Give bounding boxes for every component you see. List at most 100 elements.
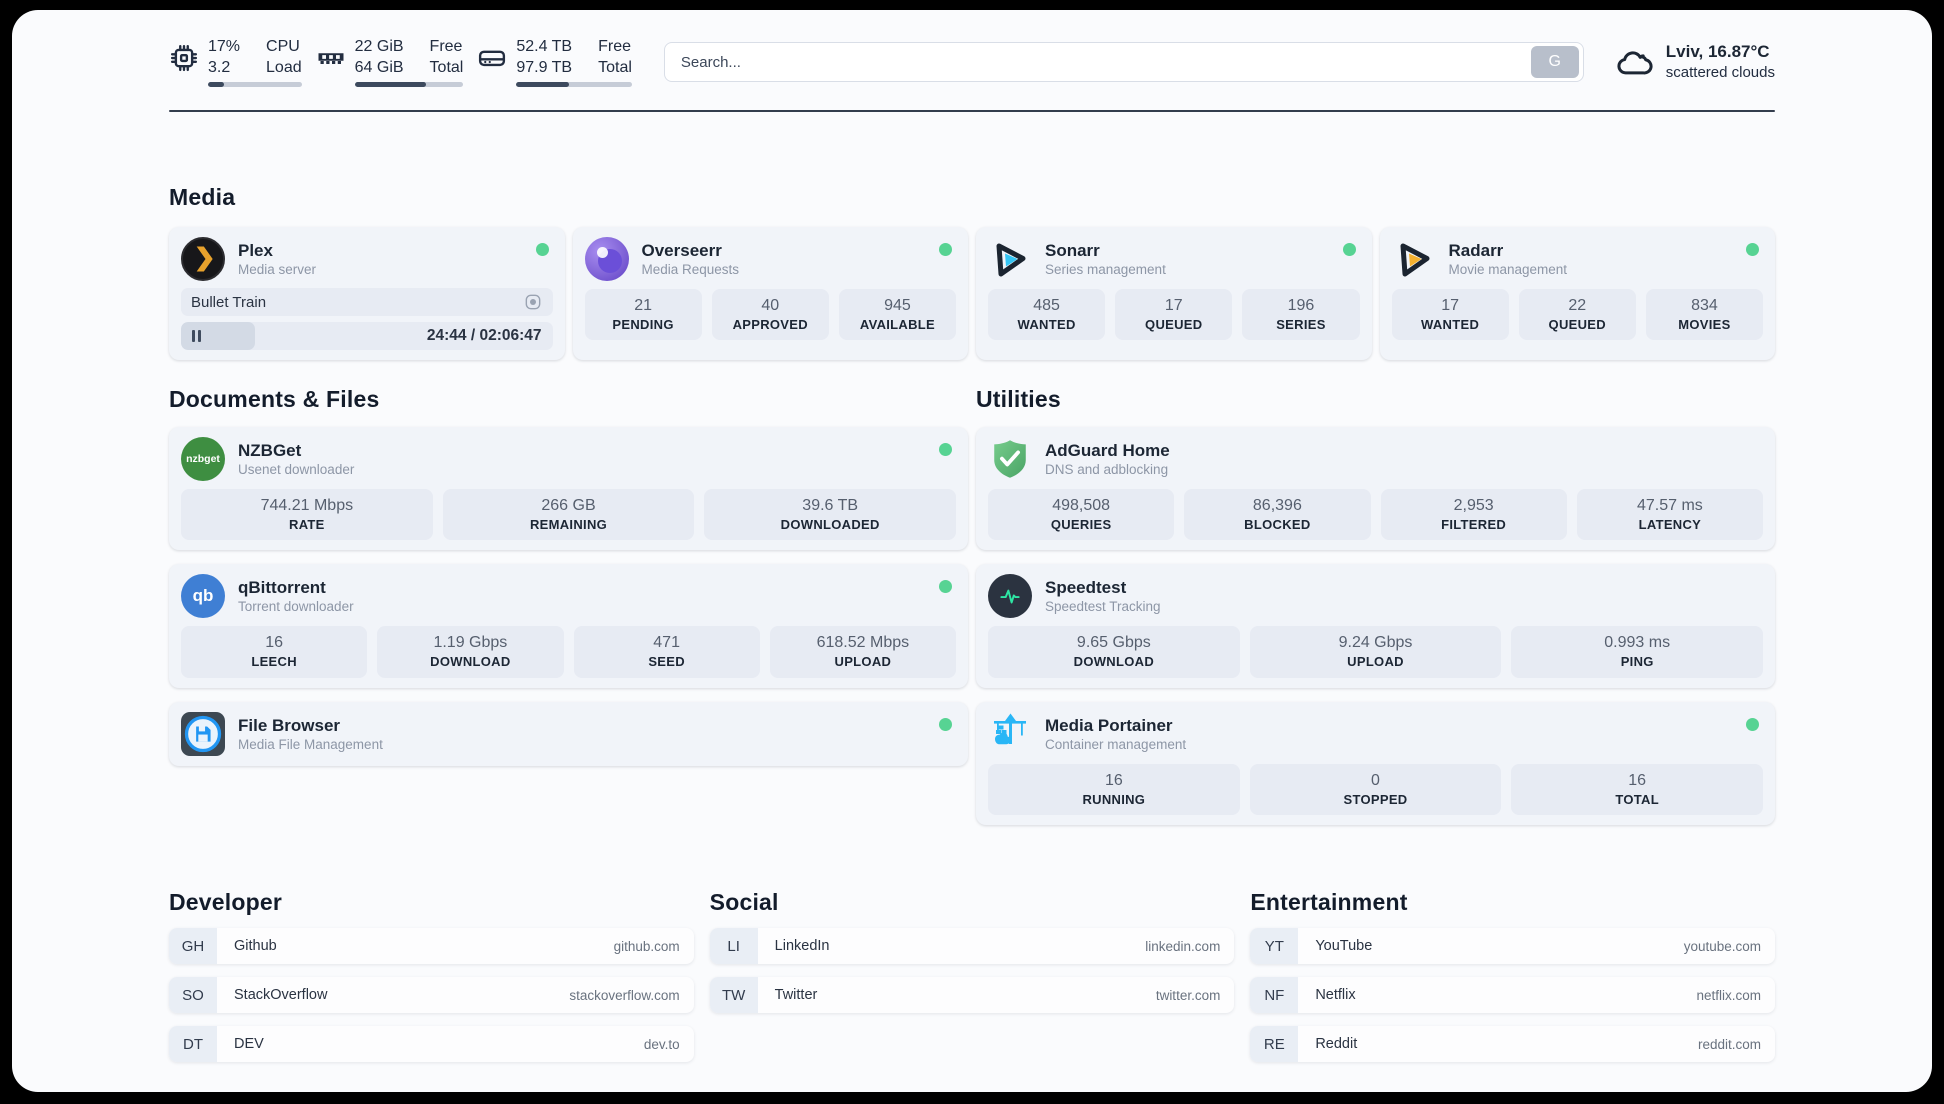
stat-box: 9.24 Gbps UPLOAD xyxy=(1249,626,1502,678)
weather-widget[interactable]: Lviv, 16.87°C scattered clouds xyxy=(1614,41,1775,83)
stat-box: 618.52 Mbps UPLOAD xyxy=(769,626,956,678)
app-name: Speedtest xyxy=(1045,578,1127,598)
section-title-utilities: Utilities xyxy=(976,386,1061,412)
ram-free-label: Free xyxy=(429,37,463,55)
app-name: Overseerr xyxy=(641,240,722,260)
stat-box: 40 APPROVED xyxy=(711,289,829,341)
record-icon[interactable] xyxy=(523,292,543,312)
status-dot-online xyxy=(939,717,952,731)
app-name: Radarr xyxy=(1448,240,1504,260)
radarr-icon xyxy=(1392,237,1436,281)
link-github[interactable]: GH Github github.com xyxy=(169,928,694,965)
qbittorrent-icon: qb xyxy=(181,574,225,619)
disk-stat-widget: 52.4 TB Free 97.9 TB Total xyxy=(477,37,632,88)
now-playing-title: Bullet Train xyxy=(191,293,267,311)
app-card-adguard[interactable]: AdGuard Home DNS and adblocking 498,508 … xyxy=(976,427,1775,551)
netflix-icon: NF xyxy=(1250,977,1299,1014)
disk-total-value: 97.9 TB xyxy=(516,58,573,76)
stat-box: 47.57 ms LATENCY xyxy=(1576,489,1763,541)
weather-location-temp: Lviv, 16.87°C xyxy=(1665,42,1770,62)
section-social: Social LI LinkedIn linkedin.com TW Twitt… xyxy=(709,889,1235,1014)
stat-box: 16 RUNNING xyxy=(988,763,1240,816)
section-title-media: Media xyxy=(169,184,236,210)
app-name: Plex xyxy=(238,240,273,260)
ram-progress-track xyxy=(354,82,464,88)
status-dot-online xyxy=(1746,717,1759,731)
stackoverflow-icon: SO xyxy=(169,977,217,1014)
cpu-progress-fill xyxy=(208,82,224,88)
stat-box: 744.21 Mbps RATE xyxy=(181,489,433,541)
playback-row[interactable]: 24:44 / 02:06:47 xyxy=(181,322,553,350)
app-card-portainer[interactable]: Media Portainer Container management 16 … xyxy=(976,701,1775,826)
dashboard-panel: 17% CPU 3.2 Load xyxy=(12,10,1932,1092)
status-dot-online xyxy=(535,243,549,256)
stat-box: 9.65 Gbps DOWNLOAD xyxy=(988,626,1240,678)
disk-total-label: Total xyxy=(598,58,632,76)
stat-box: 39.6 TB DOWNLOADED xyxy=(704,489,957,541)
status-dot-online xyxy=(939,243,952,256)
sonarr-icon xyxy=(988,237,1032,281)
dev-icon: DT xyxy=(169,1026,217,1063)
app-card-sonarr[interactable]: Sonarr Series management 485 WANTED 17 Q… xyxy=(976,227,1372,360)
stat-box: 16 TOTAL xyxy=(1511,763,1764,816)
ram-total-value: 64 GiB xyxy=(354,58,404,76)
stat-box: 17 QUEUED xyxy=(1115,289,1233,341)
app-name: Media Portainer xyxy=(1045,715,1173,735)
app-description: Series management xyxy=(1045,261,1166,277)
stat-box: 485 WANTED xyxy=(988,289,1106,341)
link-stackoverflow[interactable]: SO StackOverflow stackoverflow.com xyxy=(169,977,694,1014)
twitter-icon: TW xyxy=(709,977,758,1014)
stat-box: 498,508 QUERIES xyxy=(988,489,1175,541)
app-description: Torrent downloader xyxy=(238,599,354,615)
status-dot-online xyxy=(1342,243,1356,256)
search-input[interactable] xyxy=(664,53,1531,71)
app-card-speedtest[interactable]: Speedtest Speedtest Tracking 9.65 Gbps D… xyxy=(976,564,1775,688)
nzbget-icon: nzbget xyxy=(181,437,225,481)
section-title-social: Social xyxy=(709,889,779,916)
filebrowser-icon xyxy=(181,711,225,756)
app-card-radarr[interactable]: Radarr Movie management 17 WANTED 22 QUE… xyxy=(1379,227,1775,360)
link-youtube[interactable]: YT YouTube youtube.com xyxy=(1250,928,1775,965)
app-description: Movie management xyxy=(1448,261,1568,277)
app-card-plex[interactable]: Plex Media server Bullet Train xyxy=(169,227,565,360)
stat-box: 16 LEECH xyxy=(181,626,368,678)
cpu-load-label: Load xyxy=(266,58,302,76)
playback-time: 24:44 / 02:06:47 xyxy=(426,327,542,344)
stat-box: 1.19 Gbps DOWNLOAD xyxy=(377,626,564,678)
ram-progress-fill xyxy=(354,82,427,88)
plex-icon xyxy=(181,237,225,281)
stat-box: 471 SEED xyxy=(573,626,760,678)
reddit-icon: RE xyxy=(1250,1026,1299,1063)
pause-icon[interactable] xyxy=(192,330,201,342)
ram-total-label: Total xyxy=(429,58,464,76)
section-developer: Developer GH Github github.com SO StackO… xyxy=(169,889,694,1063)
adguard-icon xyxy=(988,437,1032,481)
section-utilities: Utilities xyxy=(976,386,1775,826)
link-twitter[interactable]: TW Twitter twitter.com xyxy=(709,977,1235,1014)
search-engine-button[interactable]: G xyxy=(1530,46,1579,78)
app-description: Media Requests xyxy=(641,261,740,277)
link-netflix[interactable]: NF Netflix netflix.com xyxy=(1250,977,1775,1014)
app-description: Speedtest Tracking xyxy=(1045,599,1161,615)
app-name: Sonarr xyxy=(1045,240,1100,260)
search-bar: G xyxy=(663,42,1584,82)
app-card-qbittorrent[interactable]: qb qBittorrent Torrent downloader 16 LEE… xyxy=(169,564,968,688)
section-title-documents: Documents & Files xyxy=(169,386,380,412)
disk-free-label: Free xyxy=(598,37,631,55)
disk-progress-fill xyxy=(516,82,570,88)
app-card-overseerr[interactable]: Overseerr Media Requests 21 PENDING 40 A… xyxy=(572,227,968,360)
stat-box: 17 WANTED xyxy=(1391,289,1509,341)
stat-box: 2,953 FILTERED xyxy=(1380,489,1567,541)
section-title-entertainment: Entertainment xyxy=(1250,889,1408,916)
ram-free-value: 22 GiB xyxy=(354,37,404,55)
link-reddit[interactable]: RE Reddit reddit.com xyxy=(1250,1026,1775,1063)
app-card-filebrowser[interactable]: File Browser Media File Management xyxy=(169,701,968,766)
link-dev[interactable]: DT DEV dev.to xyxy=(169,1026,694,1063)
stat-box: 945 AVAILABLE xyxy=(838,289,957,341)
cpu-stat-widget: 17% CPU 3.2 Load xyxy=(169,37,302,88)
cpu-load-value: 3.2 xyxy=(208,58,231,76)
section-documents: Documents & Files nzbget NZBGet Usenet d… xyxy=(169,386,968,825)
playback-progress xyxy=(181,322,256,350)
app-card-nzbget[interactable]: nzbget NZBGet Usenet downloader 744.21 M… xyxy=(169,427,968,551)
link-linkedin[interactable]: LI LinkedIn linkedin.com xyxy=(709,928,1235,965)
